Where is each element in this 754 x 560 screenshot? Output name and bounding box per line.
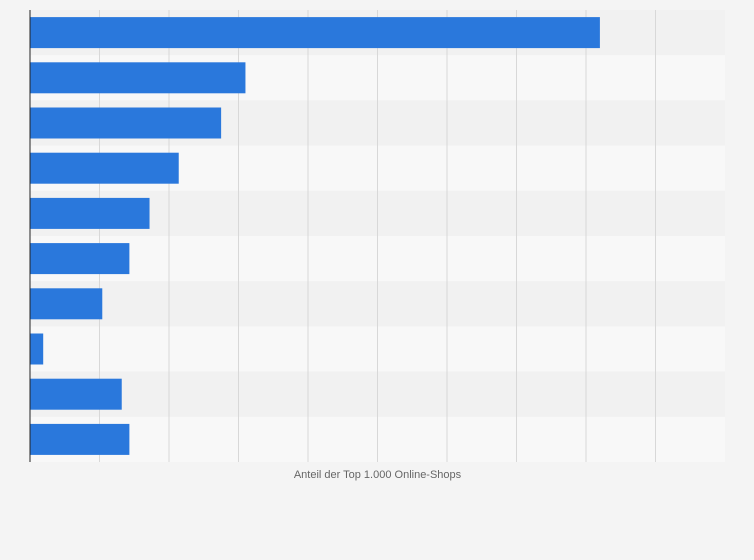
x-axis-label: Anteil der Top 1.000 Online-Shops <box>294 469 462 481</box>
bar <box>30 197 150 229</box>
bars <box>30 17 600 455</box>
bar <box>30 423 130 455</box>
bar <box>30 333 44 365</box>
bar <box>30 243 130 275</box>
bar <box>30 378 122 410</box>
bar <box>30 152 179 184</box>
grid-lines <box>99 10 656 462</box>
bar <box>30 288 103 320</box>
bar <box>30 62 246 94</box>
bar <box>30 17 600 49</box>
bar <box>30 107 222 139</box>
